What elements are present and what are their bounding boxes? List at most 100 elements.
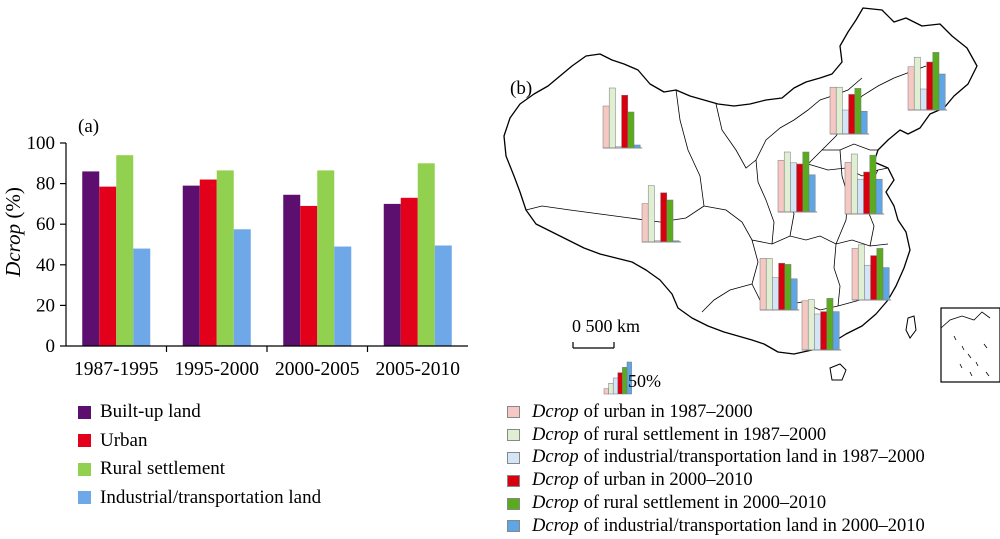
regional-bar — [848, 94, 856, 135]
regional-bar-group — [777, 151, 818, 213]
bar — [233, 229, 251, 346]
legend-b: Dcrop of urban in 1987–2000 Dcrop of rural … — [507, 401, 925, 538]
bar — [300, 205, 318, 346]
legend-swatch — [507, 474, 520, 487]
y-axis-label: Dcrop (%) — [1, 187, 25, 278]
reference-bar — [626, 361, 632, 395]
regional-bar-group — [851, 244, 892, 301]
regional-bar — [870, 255, 878, 301]
legend-b-item: Dcrop of urban in 1987–2000 — [507, 401, 925, 424]
reference-bar — [608, 383, 614, 395]
legend-a: Built-up land Urban Rural settlement Indust… — [78, 398, 321, 512]
x-tick-label: 1995-2000 — [175, 359, 260, 380]
bar-chart-a: (a) Dcrop (%) 0 20 40 60 80 100 1987-1995 1995… — [1, 116, 468, 380]
legend-a-item: Industrial/transportation land — [78, 484, 321, 513]
regional-bar-group — [907, 52, 948, 111]
legend-swatch — [78, 462, 91, 476]
regional-bar-group — [801, 298, 842, 351]
regional-bar — [602, 105, 610, 149]
regional-bar — [790, 278, 798, 311]
regional-bar — [796, 163, 804, 213]
legend-swatch — [507, 520, 520, 533]
legend-label: of industrial/transportation land in 198… — [583, 447, 925, 468]
bar — [383, 203, 401, 346]
legend-b-item: Dcrop of industrial/transportation land i… — [507, 447, 925, 470]
regional-bar — [621, 94, 629, 149]
regional-bar — [832, 311, 840, 351]
regional-bar — [913, 56, 921, 111]
y-tick-label: 40 — [36, 255, 55, 276]
regional-bar — [666, 199, 674, 243]
reference-bar — [617, 372, 623, 395]
regional-bar — [875, 178, 883, 215]
regional-bar — [851, 248, 859, 301]
legend-label: Rural settlement — [100, 458, 226, 480]
regional-bar — [876, 248, 884, 301]
legend-swatch — [78, 491, 91, 505]
bar — [317, 170, 335, 346]
regional-bar — [801, 300, 809, 351]
regional-bar — [641, 203, 649, 243]
y-tick-label: 80 — [36, 174, 55, 195]
x-tick-label: 2005-2010 — [376, 359, 461, 380]
panel-a-label: (a) — [78, 116, 99, 137]
regional-bar — [790, 162, 797, 213]
regional-bar — [860, 110, 868, 135]
regional-bar-group — [641, 185, 682, 243]
regional-bar — [844, 162, 852, 215]
regional-bar — [826, 298, 834, 351]
y-tick-label: 20 — [36, 295, 55, 316]
legend-label: of industrial/transportation land in 200… — [583, 515, 925, 536]
legend-a-item: Urban — [78, 427, 321, 456]
regional-bar — [938, 73, 946, 111]
regional-bar — [802, 151, 810, 213]
y-tick-label: 60 — [36, 214, 55, 235]
legend-swatch — [507, 429, 520, 442]
regional-bar — [772, 277, 779, 311]
legend-label-italic: Dcrop — [532, 447, 579, 468]
regional-bar — [920, 88, 927, 111]
legend-label: of rural settlement in 1987–2000 — [583, 424, 827, 445]
china-map — [503, 7, 1000, 395]
regional-bar — [854, 88, 862, 135]
regional-bar — [907, 66, 915, 111]
regional-bar — [864, 264, 871, 301]
bar — [99, 186, 117, 346]
bar — [283, 194, 301, 346]
regional-bar — [807, 299, 815, 351]
reference-bar — [603, 388, 609, 395]
legend-label: Urban — [100, 429, 148, 451]
regional-bar — [829, 86, 837, 135]
regional-bar — [857, 178, 864, 215]
legend-label: of urban in 2000–2010 — [583, 470, 753, 491]
legend-swatch — [507, 497, 520, 510]
bar — [417, 163, 435, 346]
regional-bar — [783, 151, 791, 213]
regional-bar — [869, 154, 877, 215]
panel-b-label: (b) — [510, 78, 533, 99]
regional-bar — [857, 244, 865, 301]
reference-bar — [612, 377, 619, 395]
regional-bar — [926, 61, 934, 111]
legend-swatch — [78, 405, 91, 419]
legend-label-italic: Dcrop — [532, 470, 579, 491]
legend-swatch — [78, 434, 91, 448]
regional-bar-group — [829, 86, 870, 135]
regional-bar — [835, 86, 843, 135]
regional-bar — [932, 52, 940, 111]
legend-b-item: Dcrop of industrial/transportation land i… — [507, 515, 925, 538]
regional-bar — [608, 87, 616, 149]
y-tick-label: 100 — [27, 133, 56, 154]
regional-bar-group — [844, 153, 885, 215]
bar — [334, 246, 352, 346]
legend-label: of rural settlement in 2000–2010 — [583, 493, 827, 514]
bar — [182, 185, 200, 346]
legend-b-item: Dcrop of urban in 2000–2010 — [507, 469, 925, 492]
legend-label: Industrial/transportation land — [100, 486, 322, 508]
country-outline — [503, 7, 978, 355]
x-tick-label: 2000-2005 — [275, 359, 360, 380]
bar — [116, 155, 134, 346]
regional-bar — [842, 109, 849, 135]
legend-label-italic: Dcrop — [532, 493, 579, 514]
regional-bar — [778, 262, 786, 311]
